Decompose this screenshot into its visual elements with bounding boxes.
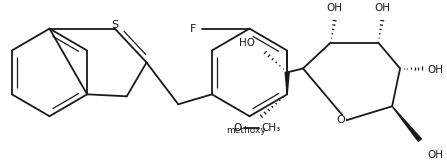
Polygon shape [392, 106, 422, 141]
Text: OH: OH [327, 3, 343, 13]
Text: CH₃: CH₃ [261, 123, 281, 133]
Text: O: O [233, 123, 242, 133]
Polygon shape [285, 72, 289, 94]
Text: HO: HO [240, 38, 256, 48]
Text: OH: OH [374, 3, 390, 13]
Text: methoxy: methoxy [226, 126, 266, 135]
Text: OH: OH [428, 150, 444, 160]
Text: S: S [111, 20, 118, 30]
Text: O: O [336, 115, 345, 125]
Text: F: F [190, 24, 196, 34]
Text: OH: OH [428, 66, 444, 75]
